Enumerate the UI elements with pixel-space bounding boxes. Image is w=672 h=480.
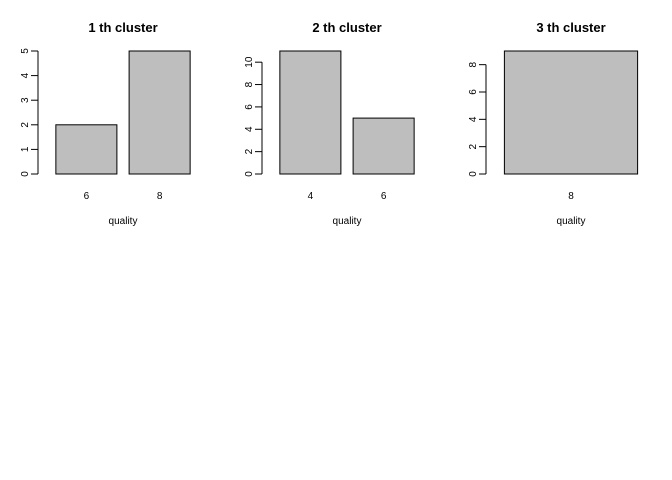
y-tick-label: 0 bbox=[20, 171, 31, 177]
y-tick-label: 2 bbox=[468, 143, 479, 149]
chart-title: 1 th cluster bbox=[88, 20, 157, 35]
bar bbox=[55, 124, 118, 175]
x-tick-label: 8 bbox=[568, 191, 574, 202]
y-tick-label: 0 bbox=[468, 171, 479, 177]
x-axis-label: quality bbox=[557, 216, 586, 227]
y-tick-label: 8 bbox=[468, 61, 479, 67]
y-tick-label: 2 bbox=[20, 122, 31, 128]
y-tick-label: 4 bbox=[244, 126, 255, 132]
x-tick-label: 6 bbox=[381, 191, 387, 202]
plot-area: 8 0 2 4 6 8 bbox=[468, 50, 639, 202]
chart-panel-1: 1 th cluster quality 6 8 0 1 2 3 4 5 bbox=[20, 20, 191, 227]
chart-title: 3 th cluster bbox=[536, 20, 605, 35]
x-axis-label: quality bbox=[333, 216, 362, 227]
y-tick-label: 1 bbox=[20, 146, 31, 152]
y-tick-label: 6 bbox=[244, 104, 255, 110]
bar bbox=[128, 50, 191, 175]
y-tick-label: 10 bbox=[244, 56, 255, 68]
plot-area: 4 6 0 2 4 6 8 10 bbox=[244, 50, 415, 202]
bar bbox=[352, 117, 415, 175]
chart-panel-2: 2 th cluster quality 4 6 0 2 4 6 8 10 bbox=[244, 20, 415, 227]
y-tick-label: 6 bbox=[468, 89, 479, 95]
x-tick-label: 6 bbox=[84, 191, 90, 202]
y-tick-label: 2 bbox=[244, 148, 255, 154]
y-tick-label: 4 bbox=[468, 116, 479, 122]
x-tick-label: 4 bbox=[308, 191, 314, 202]
y-tick-label: 4 bbox=[20, 72, 31, 78]
x-axis-label: quality bbox=[109, 216, 138, 227]
y-tick-label: 3 bbox=[20, 97, 31, 103]
x-tick-label: 8 bbox=[157, 191, 163, 202]
y-tick-label: 0 bbox=[244, 171, 255, 177]
plot-area: 6 8 0 1 2 3 4 5 bbox=[20, 48, 191, 202]
chart-title: 2 th cluster bbox=[312, 20, 381, 35]
bar bbox=[503, 50, 639, 175]
bar bbox=[279, 50, 342, 175]
chart-panel-3: 3 th cluster quality 8 0 2 4 6 8 bbox=[468, 20, 639, 227]
y-tick-label: 8 bbox=[244, 81, 255, 87]
y-tick-label: 5 bbox=[20, 48, 31, 54]
